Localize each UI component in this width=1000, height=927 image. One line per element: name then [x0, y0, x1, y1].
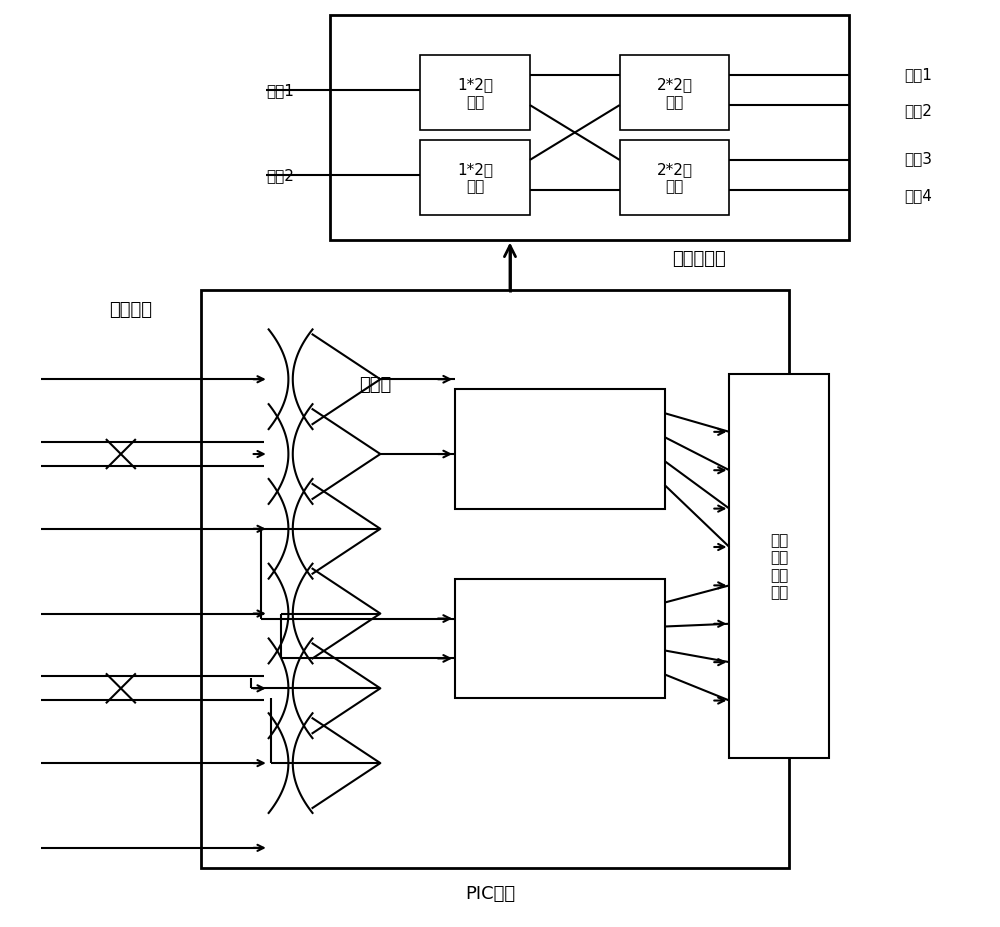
Bar	[729, 375, 829, 758]
Text: 输入2: 输入2	[267, 168, 295, 184]
Text: 1*2耦
合器: 1*2耦 合器	[457, 162, 493, 195]
Text: 1*2耦
合器: 1*2耦 合器	[457, 77, 493, 109]
Text: 输出1: 输出1	[904, 67, 932, 82]
Text: 光波导: 光波导	[359, 375, 391, 394]
Bar	[620, 141, 729, 215]
Text: 光束合成器: 光束合成器	[673, 249, 726, 267]
Bar	[201, 290, 789, 868]
Text: 输出4: 输出4	[904, 188, 932, 203]
Text: 输入1: 输入1	[267, 83, 295, 98]
Text: 2*2耦
合器: 2*2耦 合器	[657, 77, 693, 109]
Bar	[455, 579, 665, 699]
Bar	[420, 141, 530, 215]
Text: 透镜阵列: 透镜阵列	[110, 301, 153, 319]
Text: 输出2: 输出2	[904, 104, 932, 119]
Text: PIC芯片: PIC芯片	[465, 883, 515, 902]
Text: 光信
号检
测与
处理: 光信 号检 测与 处理	[770, 532, 788, 600]
Bar	[420, 57, 530, 131]
Bar	[620, 57, 729, 131]
Bar	[455, 389, 665, 509]
Text: 2*2耦
合器: 2*2耦 合器	[657, 162, 693, 195]
Text: 输出3: 输出3	[904, 151, 932, 166]
Bar	[330, 17, 849, 240]
